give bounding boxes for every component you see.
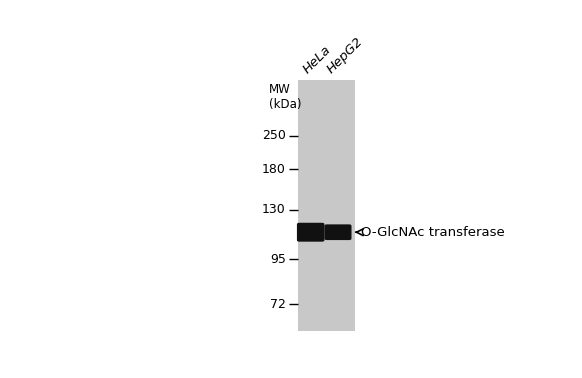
Text: 95: 95 (270, 253, 286, 266)
FancyBboxPatch shape (297, 223, 324, 242)
Text: MW
(kDa): MW (kDa) (269, 83, 301, 111)
Text: 130: 130 (262, 203, 286, 216)
Text: 250: 250 (262, 129, 286, 142)
Bar (299, 80, 354, 331)
Text: HepG2: HepG2 (324, 35, 365, 76)
Text: HeLa: HeLa (300, 43, 333, 76)
Text: O-GlcNAc transferase: O-GlcNAc transferase (361, 226, 505, 239)
Text: 72: 72 (270, 298, 286, 311)
FancyBboxPatch shape (324, 225, 352, 240)
Text: 180: 180 (262, 163, 286, 175)
